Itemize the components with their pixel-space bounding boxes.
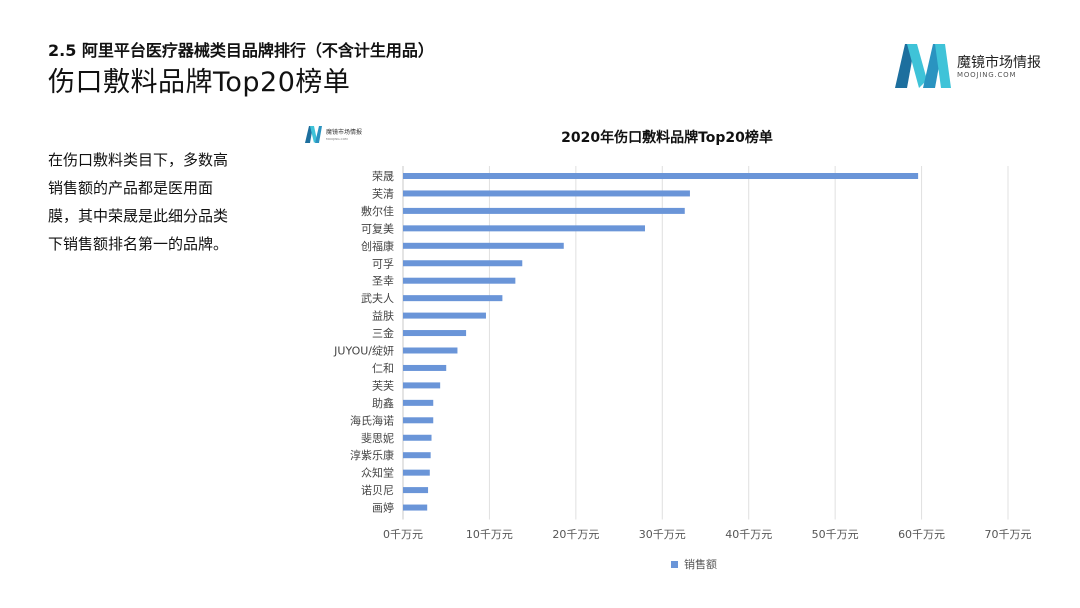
x-tick-label: 70千万元 [985, 528, 1032, 541]
chart-logo-domain: MOOJING.COM [326, 137, 348, 141]
category-label: 芙清 [372, 186, 394, 200]
bar [403, 173, 919, 179]
category-label: 可复美 [361, 221, 394, 235]
brand-domain: MOOJING.COM [957, 71, 1017, 79]
brand-logo: 魔镜市场情报 MOOJING.COM [893, 40, 1063, 92]
category-label: 诺贝尼 [361, 484, 394, 497]
category-label: 荣晟 [372, 170, 394, 183]
bar [403, 242, 564, 249]
x-tick-label: 10千万元 [466, 528, 513, 541]
chart-watermark-logo: 魔镜市场情报 MOOJING.COM [304, 124, 424, 148]
bar [403, 504, 428, 511]
category-label: 海氏海诺 [350, 413, 394, 427]
x-tick-label: 40千万元 [725, 528, 772, 541]
category-label: 斐思妮 [361, 431, 394, 445]
bar [403, 399, 434, 406]
bar [403, 382, 441, 389]
bar [403, 434, 432, 441]
x-tick-label: 60千万元 [898, 528, 945, 541]
category-label: 淳紫乐康 [350, 448, 394, 462]
x-tick-label: 30千万元 [639, 528, 686, 541]
brand-name: 魔镜市场情报 [957, 55, 1041, 71]
category-label: 三金 [372, 326, 394, 340]
category-label: 敷尔佳 [361, 204, 394, 218]
page-title: 伤口敷料品牌Top20榜单 [48, 67, 351, 98]
bar [403, 452, 431, 459]
chart-logo-name: 魔镜市场情报 [326, 129, 363, 136]
bar [403, 225, 645, 232]
bar [403, 364, 447, 371]
bar [403, 207, 685, 214]
bar [403, 190, 690, 197]
x-tick-label: 50千万元 [812, 528, 859, 541]
bar [403, 469, 430, 476]
category-label: 益肤 [372, 309, 394, 323]
category-label: 圣幸 [372, 275, 394, 288]
chart-title: 2020年伤口敷料品牌Top20榜单 [561, 129, 773, 146]
category-label: 仁和 [372, 362, 394, 375]
legend-swatch [671, 561, 678, 568]
bar [403, 487, 429, 494]
bar [403, 347, 458, 354]
bar [403, 295, 503, 302]
category-label: 画婷 [372, 501, 394, 515]
bar [403, 330, 467, 337]
x-tick-label: 20千万元 [552, 528, 599, 541]
moojing-small-logo-icon [305, 126, 322, 143]
legend-label: 销售额 [684, 557, 717, 571]
x-tick-label: 0千万元 [383, 528, 423, 541]
category-label: 芙芙 [372, 378, 394, 392]
bar [403, 417, 434, 424]
section-title: 2.5 阿里平台医疗器械类目品牌排行（不含计生用品） [48, 41, 434, 60]
category-label: 众知堂 [361, 466, 394, 480]
bar [403, 277, 516, 284]
bar [403, 312, 486, 319]
category-label: 创福康 [361, 239, 394, 253]
category-label: 武夫人 [361, 292, 394, 305]
category-label: 助鑫 [372, 396, 394, 410]
moojing-logo-icon [895, 44, 951, 88]
category-label: 可孚 [372, 257, 394, 270]
description-text: 在伤口敷料类目下，多数高销售额的产品都是医用面膜，其中荣晟是此细分品类下销售额排… [48, 151, 229, 253]
category-label: JUYOU/绽妍 [333, 344, 394, 358]
bar [403, 260, 523, 267]
